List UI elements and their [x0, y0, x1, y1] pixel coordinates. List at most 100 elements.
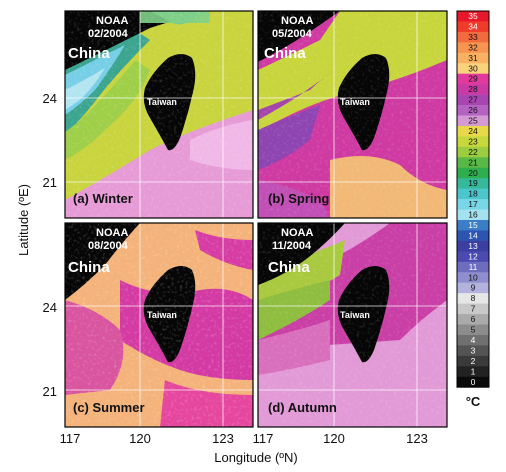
panel-c-frame [64, 222, 254, 428]
colorbar-label: 13 [468, 241, 478, 251]
panel-a-island: Taiwan [147, 97, 177, 107]
lon-tick-117-right: 117 [253, 431, 274, 446]
colorbar-label: 32 [468, 42, 478, 52]
colorbar-swatch [457, 42, 489, 54]
colorbar-swatch [457, 188, 489, 200]
colorbar-label: 6 [471, 314, 476, 324]
colorbar-swatch [457, 240, 489, 252]
panel-c-caption: (c) Summer [73, 400, 145, 415]
colorbar-swatch [457, 376, 489, 388]
colorbar-label: 10 [468, 272, 478, 282]
colorbar-label: 18 [468, 189, 478, 199]
panel-d-source: NOAA [281, 227, 313, 239]
colorbar-swatch [457, 63, 489, 74]
lat-tick-24-bottom: 24 [43, 300, 57, 315]
colorbar-swatch [457, 125, 489, 137]
colorbar-swatch [457, 251, 489, 263]
colorbar-label: 8 [471, 293, 476, 303]
panel-a-source: NOAA [96, 15, 128, 27]
colorbar-label: 11 [469, 262, 478, 272]
colorbar-swatch [457, 11, 489, 22]
colorbar-swatch [457, 157, 489, 169]
x-axis-title: Longitude (ºN) [214, 450, 298, 465]
colorbar-swatch [457, 261, 489, 273]
colorbar-label: 22 [468, 147, 478, 157]
colorbar-unit: °C [466, 394, 481, 409]
colorbar-label: 1 [471, 366, 476, 376]
panel-d-island: Taiwan [340, 310, 370, 320]
colorbar-swatch [457, 220, 489, 231]
colorbar-label: 9 [471, 283, 476, 293]
colorbar-label: 17 [468, 199, 478, 209]
colorbar-label: 28 [468, 84, 478, 94]
panel-a-date: 02/2004 [88, 28, 129, 40]
colorbar-swatch [457, 355, 489, 367]
colorbar-swatch [457, 94, 489, 106]
panel-c-country: China [68, 259, 110, 276]
colorbar-swatch [457, 345, 489, 357]
colorbar-label: 25 [468, 116, 478, 126]
y-axis-title: Latitude (ºE) [16, 184, 31, 256]
colorbar-swatch [457, 167, 489, 179]
panel-c-island: Taiwan [147, 310, 177, 320]
panel-a-caption: (a) Winter [73, 191, 133, 206]
colorbar-swatch [457, 73, 489, 85]
colorbar-swatch [457, 178, 489, 189]
colorbar-label: 14 [468, 230, 478, 240]
colorbar-label: 20 [468, 168, 478, 178]
panel-b-spring [258, 11, 447, 218]
colorbar-label: 31 [468, 53, 478, 63]
colorbar-label: 2 [471, 356, 476, 366]
colorbar-label: 4 [471, 335, 476, 345]
lat-tick-21-top: 21 [43, 175, 57, 190]
colorbar-swatch [457, 136, 489, 148]
lon-tick-123-right: 123 [406, 431, 428, 446]
colorbar-swatch [457, 199, 489, 210]
colorbar-label: 26 [468, 105, 478, 115]
colorbar-label: 12 [468, 251, 478, 261]
colorbar-label: 24 [468, 126, 478, 136]
panel-c-summer [65, 223, 253, 427]
colorbar-swatch [457, 334, 489, 346]
lon-tick-117-left: 117 [60, 431, 81, 446]
colorbar-label: 5 [471, 325, 476, 335]
colorbar-label: 0 [471, 377, 476, 387]
colorbar-swatch [457, 303, 489, 315]
colorbar-label: 30 [468, 63, 478, 73]
temperature-colorbar: 3534333231302928272625242322212019181716… [456, 10, 490, 388]
panel-b-island: Taiwan [340, 97, 370, 107]
lon-tick-123-left: 123 [212, 431, 234, 446]
colorbar-swatch [457, 282, 489, 294]
panel-a-country: China [68, 45, 110, 62]
colorbar-label: 29 [468, 74, 478, 84]
colorbar-swatch [457, 31, 489, 43]
panel-b-caption: (b) Spring [268, 191, 329, 206]
panel-c-source: NOAA [96, 227, 128, 239]
panel-a-frame [64, 10, 254, 219]
panel-c-date: 08/2004 [88, 240, 129, 252]
colorbar-label: 15 [468, 220, 478, 230]
colorbar-label: 16 [468, 210, 478, 220]
colorbar-label: 7 [471, 304, 476, 314]
panel-b-source: NOAA [281, 15, 313, 27]
colorbar-swatch [457, 52, 489, 64]
colorbar-label: 3 [471, 345, 476, 355]
colorbar-swatch [457, 84, 489, 95]
colorbar-label: 35 [468, 11, 478, 21]
colorbar-swatch [457, 105, 489, 116]
lon-tick-120-left: 120 [129, 431, 151, 446]
panel-d-date: 11/2004 [272, 240, 312, 252]
colorbar-swatch [457, 366, 489, 378]
colorbar-label: 23 [468, 136, 478, 146]
colorbar-label: 27 [468, 95, 478, 105]
colorbar-swatch [457, 324, 489, 336]
colorbar-swatch [457, 115, 489, 127]
colorbar-swatch [457, 293, 489, 304]
panel-b-date: 05/2004 [272, 28, 313, 40]
colorbar-frame [456, 10, 490, 388]
colorbar-swatch [457, 314, 489, 325]
colorbar-label: 19 [468, 178, 478, 188]
panel-d-frame [257, 222, 448, 428]
panel-b-country: China [264, 45, 306, 62]
panel-a-winter [65, 11, 253, 218]
